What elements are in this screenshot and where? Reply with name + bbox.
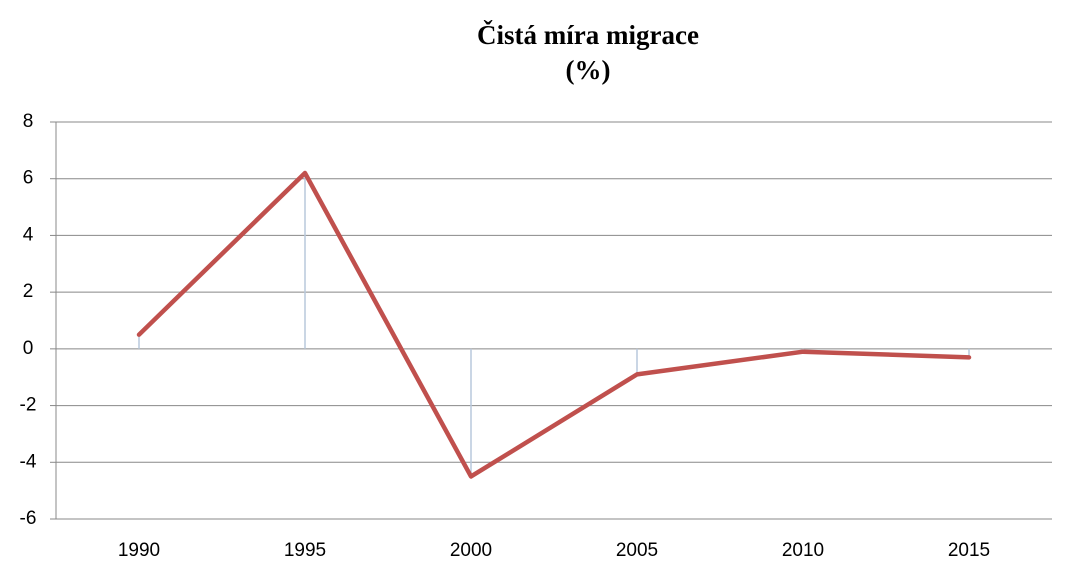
x-tick-label: 2010: [782, 540, 824, 561]
x-tick-label: 2000: [450, 540, 492, 561]
y-tick-label: 2: [23, 281, 34, 302]
x-tick-label: 1995: [284, 540, 326, 561]
chart-title: Čistá míra migrace: [477, 20, 699, 50]
y-tick-label: -2: [20, 395, 37, 416]
x-tick-label: 1990: [118, 540, 160, 561]
y-tick-label: -4: [20, 451, 37, 472]
y-tick-label: 4: [23, 224, 34, 245]
y-tick-label: 6: [23, 168, 34, 189]
y-tick-label: -6: [20, 508, 37, 529]
y-tick-label: 8: [23, 111, 34, 132]
chart-subtitle: (%): [566, 55, 611, 85]
x-tick-label: 2005: [616, 540, 658, 561]
x-tick-label: 2015: [948, 540, 990, 561]
data-line: [136, 170, 972, 479]
y-tick-label: 0: [23, 338, 34, 359]
